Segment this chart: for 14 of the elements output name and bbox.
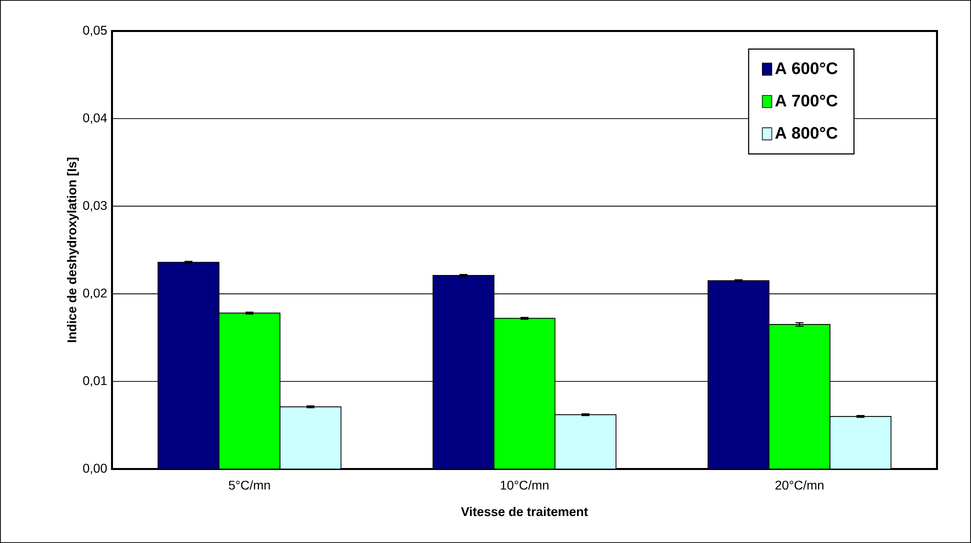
y-tick-label: 0,00 xyxy=(83,464,107,474)
x-tick-label: 5°C/mn xyxy=(228,480,270,490)
y-tick-label: 0,04 xyxy=(83,113,107,124)
y-tick-label: 0,03 xyxy=(83,200,107,212)
y-tick-label: 0,01 xyxy=(83,376,107,387)
y-tick-label: 0,02 xyxy=(83,288,107,300)
legend-label: A 600°C xyxy=(775,62,838,74)
x-tick-label: 10°C/mn xyxy=(500,480,548,490)
x-tick-label: 20°C/mn xyxy=(775,480,824,490)
y-axis-title: Indice de deshydroxylation [Is] xyxy=(67,158,79,342)
x-axis-title: Vitesse de traitement xyxy=(460,506,588,516)
y-tick-label: 0,05 xyxy=(83,26,107,36)
legend-label: A 700°C xyxy=(775,94,838,106)
legend-label: A 800°C xyxy=(775,127,838,139)
